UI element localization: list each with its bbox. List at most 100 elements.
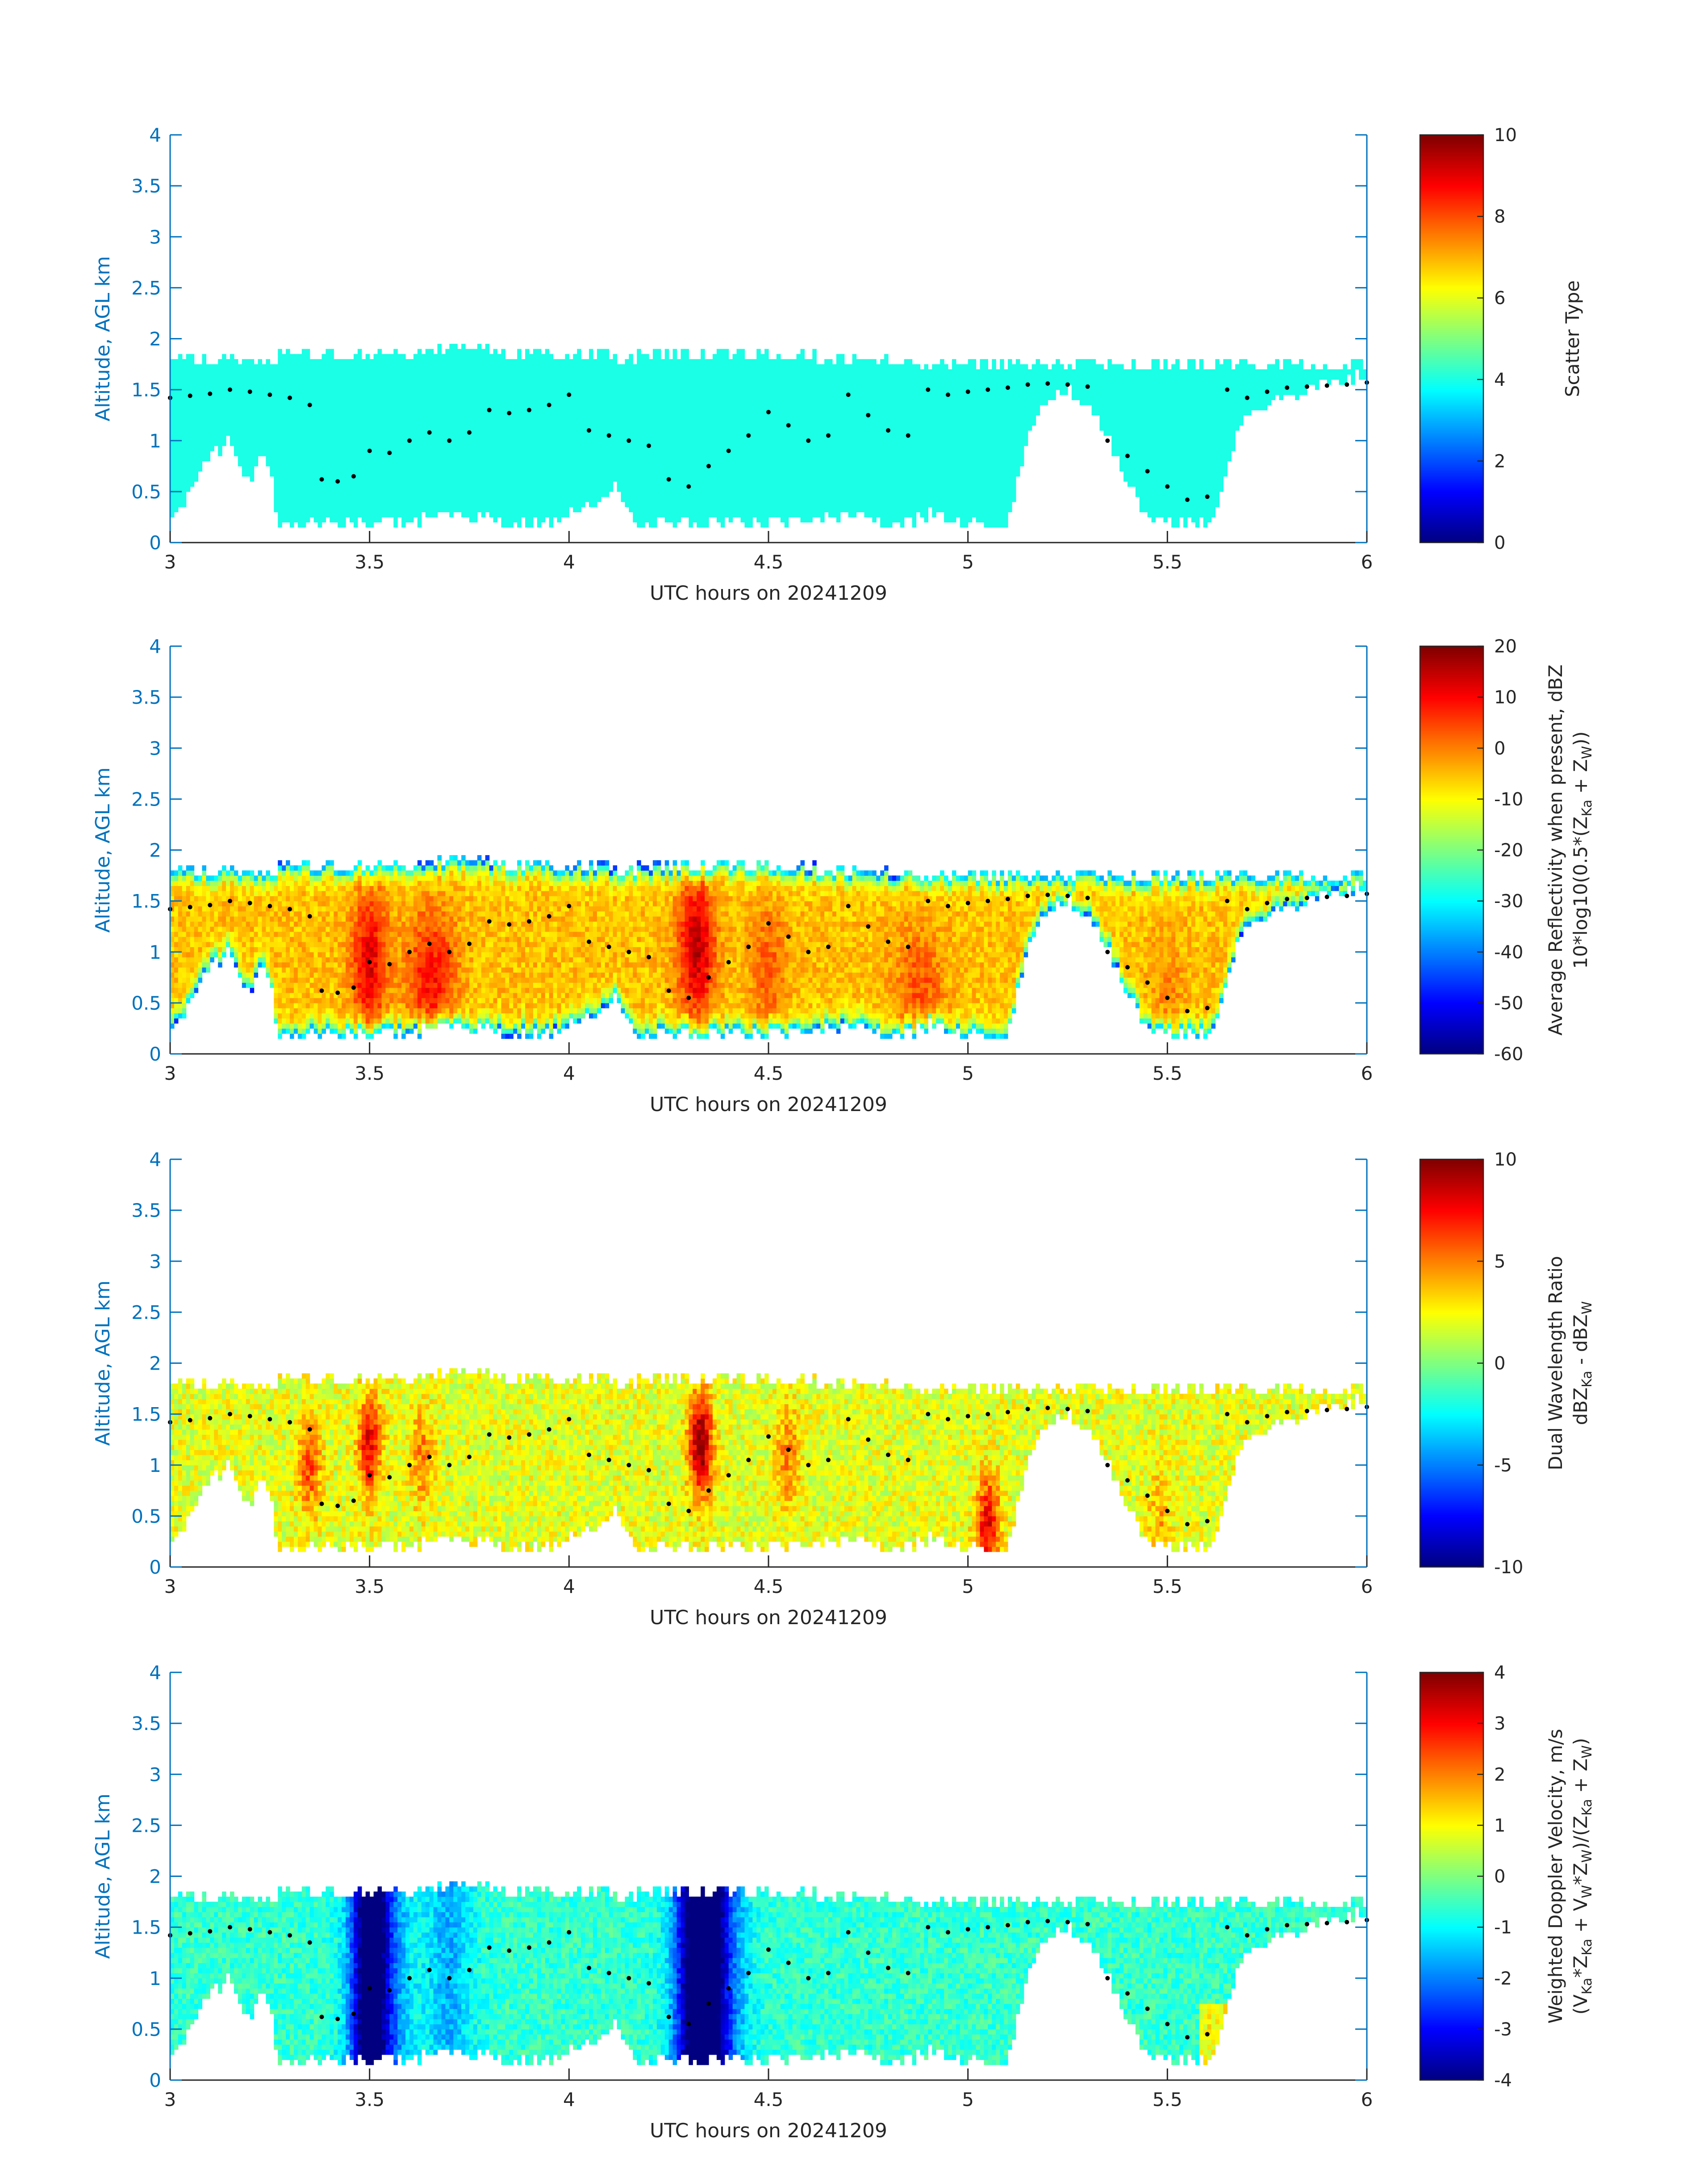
data-cell <box>206 456 210 461</box>
data-cell <box>310 476 314 482</box>
data-cell <box>362 446 366 451</box>
data-cell <box>430 364 434 370</box>
data-cell <box>342 415 346 421</box>
data-cell <box>310 451 314 456</box>
data-cell <box>445 471 450 476</box>
data-cell <box>346 374 350 380</box>
data-cell <box>178 497 183 502</box>
data-cell <box>310 461 314 466</box>
data-cell <box>254 430 259 436</box>
data-cell <box>246 430 251 436</box>
data-cell <box>381 374 386 380</box>
data-cell <box>461 481 466 487</box>
data-cell <box>350 369 354 375</box>
data-cell <box>346 441 350 446</box>
data-cell <box>330 395 334 400</box>
data-cell <box>178 374 183 380</box>
data-cell <box>413 374 418 380</box>
data-cell <box>330 517 334 522</box>
data-cell <box>409 369 414 375</box>
data-cell <box>358 456 362 461</box>
data-cell <box>206 400 210 405</box>
data-cell <box>469 380 474 385</box>
data-cell <box>258 446 263 451</box>
data-cell <box>457 349 462 354</box>
data-cell <box>314 466 318 472</box>
data-cell <box>401 400 406 405</box>
data-cell <box>306 517 310 522</box>
data-cell <box>346 502 350 507</box>
data-cell <box>290 374 294 380</box>
data-cell <box>310 374 314 380</box>
data-cell <box>413 502 418 507</box>
data-cell <box>473 456 478 461</box>
data-cell <box>426 390 430 395</box>
data-cell <box>190 359 195 364</box>
data-cell <box>190 441 195 446</box>
data-cell <box>314 384 318 390</box>
data-cell <box>381 435 386 441</box>
data-cell <box>246 441 251 446</box>
data-cell <box>218 359 222 364</box>
data-cell <box>374 405 378 410</box>
data-cell <box>230 354 234 359</box>
data-cell <box>338 507 342 512</box>
data-cell <box>186 451 191 456</box>
data-cell <box>310 369 314 375</box>
data-cell <box>334 497 338 502</box>
data-cell <box>469 446 474 451</box>
data-cell <box>198 456 203 461</box>
data-cell <box>401 466 406 472</box>
data-cell <box>457 384 462 390</box>
data-cell <box>449 451 454 456</box>
data-cell <box>270 456 274 461</box>
data-cell <box>453 451 458 456</box>
data-cell <box>354 435 358 441</box>
data-cell <box>246 420 251 426</box>
data-cell <box>302 390 306 395</box>
data-cell <box>441 507 446 512</box>
data-cell <box>202 426 206 431</box>
data-cell <box>242 374 246 380</box>
data-cell <box>422 471 426 476</box>
data-cell <box>294 415 298 421</box>
data-cell <box>469 426 474 431</box>
data-cell <box>381 415 386 421</box>
data-cell <box>258 374 263 380</box>
data-cell <box>222 410 226 415</box>
data-cell <box>282 374 286 380</box>
data-cell <box>194 369 199 375</box>
data-cell <box>385 380 390 385</box>
data-cell <box>418 461 422 466</box>
data-cell <box>302 517 306 522</box>
data-cell <box>473 426 478 431</box>
data-cell <box>413 497 418 502</box>
data-cell <box>378 481 382 487</box>
data-cell <box>374 461 378 466</box>
data-cell <box>426 369 430 375</box>
data-cell <box>389 374 394 380</box>
data-cell <box>214 430 218 436</box>
data-cell <box>378 461 382 466</box>
data-cell <box>457 420 462 426</box>
data-cell <box>350 435 354 441</box>
data-cell <box>438 461 442 466</box>
data-cell <box>434 512 438 518</box>
data-cell <box>434 451 438 456</box>
data-cell <box>350 395 354 400</box>
data-cell <box>441 405 446 410</box>
data-cell <box>426 420 430 426</box>
data-cell <box>278 451 282 456</box>
data-cell <box>246 364 251 370</box>
data-cell <box>250 435 255 441</box>
data-cell <box>218 364 222 370</box>
data-cell <box>374 359 378 364</box>
data-cell <box>346 390 350 395</box>
data-cell <box>418 395 422 400</box>
data-cell <box>310 426 314 431</box>
data-cell <box>270 471 274 476</box>
data-cell <box>401 426 406 431</box>
data-cell <box>174 497 179 502</box>
data-cell <box>469 349 474 354</box>
data-cell <box>174 369 179 375</box>
